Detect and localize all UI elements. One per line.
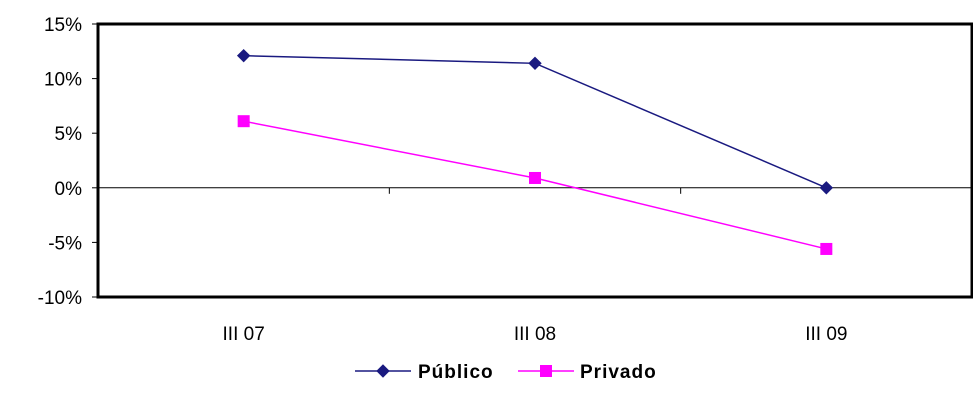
y-tick-label: 10% <box>44 70 82 91</box>
legend: Público Privado <box>355 362 657 383</box>
y-tick-label: 5% <box>55 124 83 145</box>
y-axis: -10% -5% 0% 5% 10% 15% <box>38 15 98 309</box>
data-point <box>238 50 250 62</box>
series-line <box>244 121 827 249</box>
legend-label: Público <box>418 362 494 383</box>
series-1 <box>238 115 833 255</box>
data-point <box>820 182 832 194</box>
legend-label: Privado <box>580 362 657 383</box>
y-tick-label: -5% <box>48 233 82 254</box>
series-layer <box>238 50 833 255</box>
series-line <box>244 56 827 188</box>
x-tick-label: III 08 <box>514 324 556 345</box>
legend-item: Público <box>355 362 494 383</box>
y-tick-label: -10% <box>38 288 82 309</box>
x-tick-label: III 09 <box>805 324 847 345</box>
data-point <box>529 57 541 69</box>
data-point <box>529 172 541 184</box>
legend-item: Privado <box>518 362 657 383</box>
legend-marker <box>540 365 552 377</box>
data-point <box>820 243 832 255</box>
legend-marker <box>377 365 389 377</box>
x-axis: III 07 III 08 III 09 <box>223 188 848 345</box>
x-tick-label: III 07 <box>223 324 265 345</box>
data-point <box>238 115 250 127</box>
y-tick-label: 15% <box>44 15 82 36</box>
y-tick-label: 0% <box>55 179 83 200</box>
